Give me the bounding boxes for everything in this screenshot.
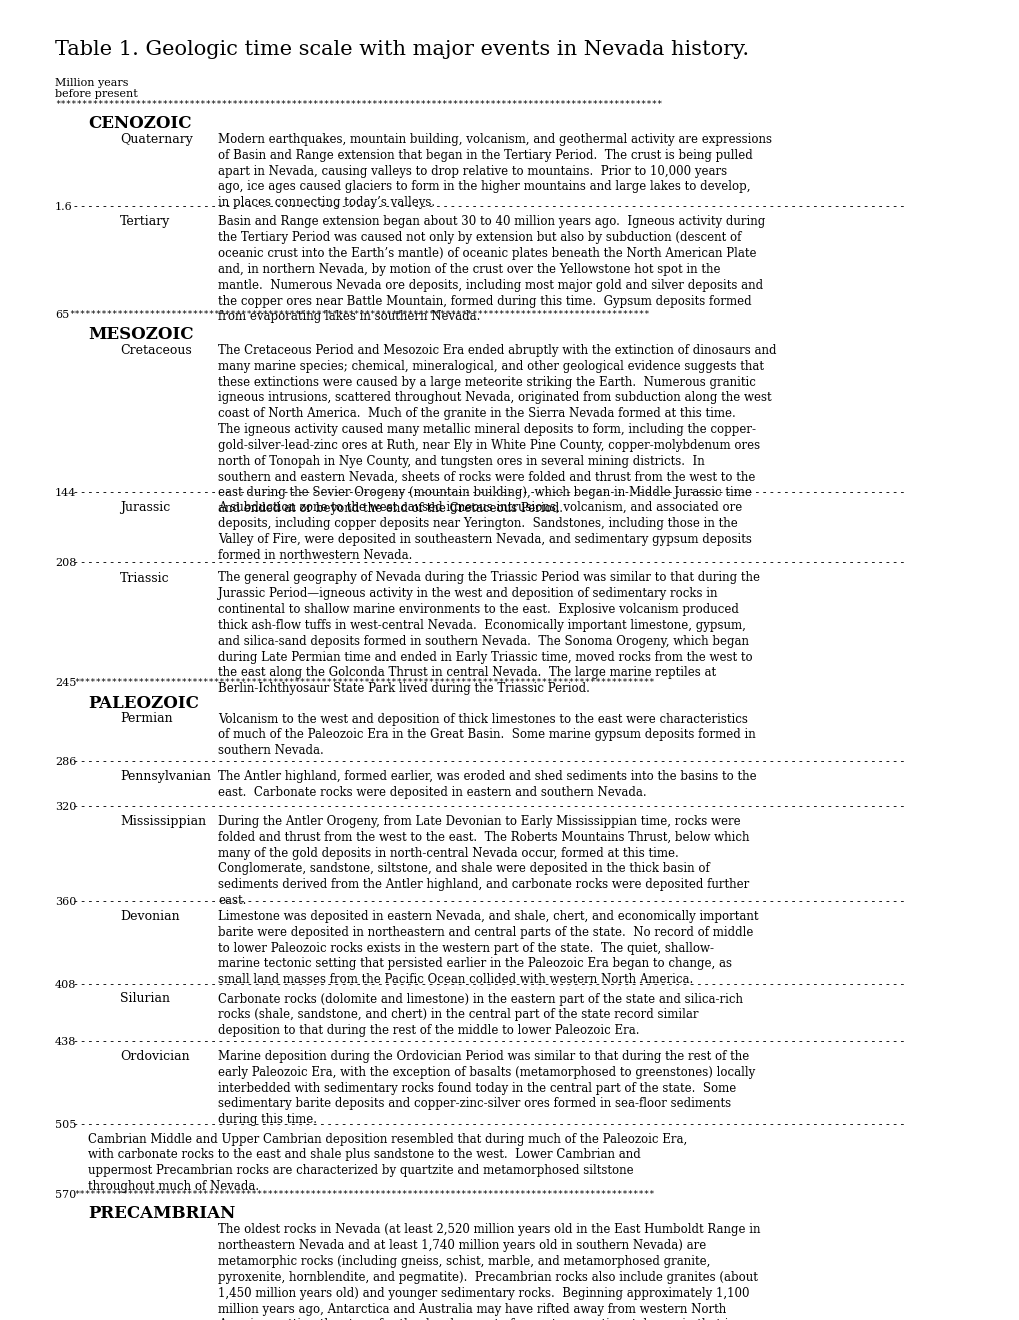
Text: - - - - - - - - - - - - - - - - - - - - - - - - - - - - - - - - - - - - - - - - : - - - - - - - - - - - - - - - - - - - - …: [74, 898, 907, 907]
Text: ********************************************************************************: ****************************************…: [74, 1189, 654, 1199]
Text: The Antler highland, formed earlier, was eroded and shed sediments into the basi: The Antler highland, formed earlier, was…: [218, 770, 756, 799]
Text: Million years: Million years: [55, 78, 128, 88]
Text: Quaternary: Quaternary: [120, 133, 193, 147]
Text: - - - - - - - - - - - - - - - - - - - - - - - - - - - - - - - - - - - - - - - - : - - - - - - - - - - - - - - - - - - - - …: [74, 979, 907, 990]
Text: Jurassic: Jurassic: [120, 502, 170, 515]
Text: MESOZOIC: MESOZOIC: [88, 326, 194, 343]
Text: 1.6: 1.6: [55, 202, 72, 213]
Text: Cambrian Middle and Upper Cambrian deposition resembled that during much of the : Cambrian Middle and Upper Cambrian depos…: [88, 1133, 687, 1193]
Text: Carbonate rocks (dolomite and limestone) in the eastern part of the state and si: Carbonate rocks (dolomite and limestone)…: [218, 993, 742, 1038]
Text: 65: 65: [55, 310, 69, 319]
Text: Devonian: Devonian: [120, 909, 179, 923]
Text: ********************************************************************************: ****************************************…: [55, 100, 661, 110]
Text: 408: 408: [55, 979, 76, 990]
Text: Permian: Permian: [120, 713, 172, 726]
Text: ********************************************************************************: ****************************************…: [74, 678, 654, 688]
Text: 144: 144: [55, 488, 76, 499]
Text: 208: 208: [55, 558, 76, 569]
Text: Mississippian: Mississippian: [120, 814, 206, 828]
Text: - - - - - - - - - - - - - - - - - - - - - - - - - - - - - - - - - - - - - - - - : - - - - - - - - - - - - - - - - - - - - …: [74, 488, 907, 499]
Text: 438: 438: [55, 1038, 76, 1047]
Text: Marine deposition during the Ordovician Period was similar to that during the re: Marine deposition during the Ordovician …: [218, 1049, 754, 1126]
Text: The general geography of Nevada during the Triassic Period was similar to that d: The general geography of Nevada during t…: [218, 572, 759, 696]
Text: 360: 360: [55, 898, 76, 907]
Text: Silurian: Silurian: [120, 993, 170, 1006]
Text: The Cretaceous Period and Mesozoic Era ended abruptly with the extinction of din: The Cretaceous Period and Mesozoic Era e…: [218, 345, 775, 515]
Text: 245: 245: [55, 678, 76, 689]
Text: Cretaceous: Cretaceous: [120, 345, 192, 356]
Text: Triassic: Triassic: [120, 572, 169, 585]
Text: PALEOZOIC: PALEOZOIC: [88, 694, 199, 711]
Text: Limestone was deposited in eastern Nevada, and shale, chert, and economically im: Limestone was deposited in eastern Nevad…: [218, 909, 758, 986]
Text: 570: 570: [55, 1189, 76, 1200]
Text: - - - - - - - - - - - - - - - - - - - - - - - - - - - - - - - - - - - - - - - - : - - - - - - - - - - - - - - - - - - - - …: [74, 202, 907, 213]
Text: ********************************************************************************: ****************************************…: [69, 310, 649, 319]
Text: Ordovician: Ordovician: [120, 1049, 190, 1063]
Text: - - - - - - - - - - - - - - - - - - - - - - - - - - - - - - - - - - - - - - - - : - - - - - - - - - - - - - - - - - - - - …: [74, 558, 907, 569]
Text: - - - - - - - - - - - - - - - - - - - - - - - - - - - - - - - - - - - - - - - - : - - - - - - - - - - - - - - - - - - - - …: [74, 1119, 907, 1130]
Text: PRECAMBRIAN: PRECAMBRIAN: [88, 1205, 235, 1222]
Text: CENOZOIC: CENOZOIC: [88, 115, 192, 132]
Text: 286: 286: [55, 756, 76, 767]
Text: A subduction zone to the west caused igneous intrusions, volcanism, and associat: A subduction zone to the west caused ign…: [218, 502, 751, 562]
Text: 505: 505: [55, 1119, 76, 1130]
Text: Table 1. Geologic time scale with major events in Nevada history.: Table 1. Geologic time scale with major …: [55, 40, 748, 59]
Text: The oldest rocks in Nevada (at least 2,520 million years old in the East Humbold: The oldest rocks in Nevada (at least 2,5…: [218, 1224, 760, 1320]
Text: - - - - - - - - - - - - - - - - - - - - - - - - - - - - - - - - - - - - - - - - : - - - - - - - - - - - - - - - - - - - - …: [74, 756, 907, 767]
Text: Volcanism to the west and deposition of thick limestones to the east were charac: Volcanism to the west and deposition of …: [218, 713, 755, 758]
Text: - - - - - - - - - - - - - - - - - - - - - - - - - - - - - - - - - - - - - - - - : - - - - - - - - - - - - - - - - - - - - …: [74, 1038, 907, 1047]
Text: before present: before present: [55, 88, 138, 99]
Text: - - - - - - - - - - - - - - - - - - - - - - - - - - - - - - - - - - - - - - - - : - - - - - - - - - - - - - - - - - - - - …: [74, 803, 907, 812]
Text: During the Antler Orogeny, from Late Devonian to Early Mississippian time, rocks: During the Antler Orogeny, from Late Dev…: [218, 814, 749, 907]
Text: Tertiary: Tertiary: [120, 215, 170, 228]
Text: 320: 320: [55, 803, 76, 812]
Text: Pennsylvanian: Pennsylvanian: [120, 770, 211, 783]
Text: Modern earthquakes, mountain building, volcanism, and geothermal activity are ex: Modern earthquakes, mountain building, v…: [218, 133, 771, 209]
Text: Basin and Range extension began about 30 to 40 million years ago.  Igneous activ: Basin and Range extension began about 30…: [218, 215, 764, 323]
